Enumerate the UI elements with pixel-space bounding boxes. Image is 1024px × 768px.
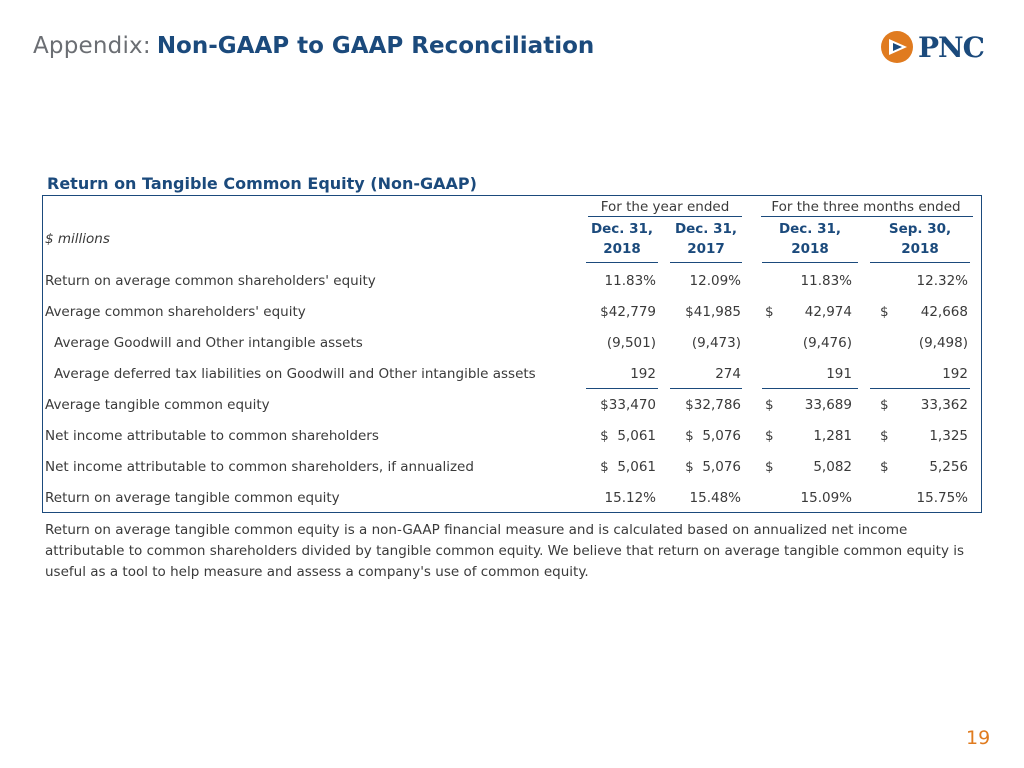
pnc-triangle-logo-icon <box>881 31 913 63</box>
group-header-quarter: For the three months ended <box>771 199 961 215</box>
column-header-line1: Sep. 30, <box>888 221 952 237</box>
table-cell: (9,498) <box>918 335 968 351</box>
subtotal-rule <box>762 388 858 389</box>
table-cell: $42,779 <box>600 304 656 320</box>
table-cell: 5,082 <box>813 459 852 475</box>
units-label: $ millions <box>45 231 110 247</box>
currency-sign: $ <box>880 304 889 320</box>
pnc-logo: PNC <box>880 30 985 64</box>
table-cell: 42,668 <box>920 304 968 320</box>
table-cell: 15.09% <box>800 490 852 506</box>
table-cell: 11.83% <box>604 273 656 289</box>
table-cell: $41,985 <box>685 304 741 320</box>
column-header: Sep. 30, 2018 <box>870 219 970 259</box>
table-cell: 15.48% <box>689 490 741 506</box>
header-prefix: Appendix: <box>33 33 151 59</box>
column-header: Dec. 31, 2017 <box>670 219 742 259</box>
table-cell: 42,974 <box>804 304 852 320</box>
table-cell: 5,256 <box>929 459 968 475</box>
column-header-rule <box>762 262 858 263</box>
logo-text: PNC <box>918 30 985 64</box>
slide-header: Appendix: Non-GAAP to GAAP Reconciliation <box>33 33 594 59</box>
row-label: Average deferred tax liabilities on Good… <box>54 366 536 382</box>
subtotal-rule <box>870 388 970 389</box>
table-cell: $32,786 <box>685 397 741 413</box>
table-cell: 192 <box>630 366 656 382</box>
table-cell: 11.83% <box>800 273 852 289</box>
currency-sign: $ <box>765 397 774 413</box>
column-header-line2: 2018 <box>901 241 939 257</box>
table-cell: 12.09% <box>689 273 741 289</box>
column-header: Dec. 31, 2018 <box>586 219 658 259</box>
table-cell: (9,473) <box>691 335 741 351</box>
table-cell: $ 5,061 <box>600 428 656 444</box>
table-cell: 1,281 <box>813 428 852 444</box>
row-label: Return on average tangible common equity <box>45 490 340 506</box>
table-cell: 15.75% <box>916 490 968 506</box>
column-header-line1: Dec. 31, <box>590 221 654 237</box>
row-label: Average Goodwill and Other intangible as… <box>54 335 363 351</box>
currency-sign: $ <box>765 459 774 475</box>
table-cell: $ 5,076 <box>685 459 741 475</box>
currency-sign: $ <box>880 428 889 444</box>
row-label: Net income attributable to common shareh… <box>45 428 379 444</box>
column-header-line2: 2017 <box>687 241 725 257</box>
table-cell: 33,689 <box>804 397 852 413</box>
table-cell: 274 <box>715 366 741 382</box>
currency-sign: $ <box>765 304 774 320</box>
column-header-line1: Dec. 31, <box>778 221 842 237</box>
page-number: 19 <box>966 727 991 749</box>
row-label: Return on average common shareholders' e… <box>45 273 376 289</box>
table-cell: $ 5,076 <box>685 428 741 444</box>
table-cell: 192 <box>942 366 968 382</box>
table-cell: 33,362 <box>920 397 968 413</box>
group-underline-quarter <box>761 216 973 217</box>
currency-sign: $ <box>765 428 774 444</box>
column-header-line2: 2018 <box>791 241 829 257</box>
footnote: Return on average tangible common equity… <box>45 522 965 580</box>
column-header-rule <box>870 262 970 263</box>
column-header-line1: Dec. 31, <box>674 221 738 237</box>
table-cell: $33,470 <box>600 397 656 413</box>
currency-sign: $ <box>880 459 889 475</box>
table-cell: (9,476) <box>802 335 852 351</box>
slide-title: Non-GAAP to GAAP Reconciliation <box>156 33 595 59</box>
group-header-year: For the year ended <box>600 199 730 215</box>
table-frame <box>42 195 982 513</box>
row-label: Average common shareholders' equity <box>45 304 306 320</box>
subtotal-rule <box>670 388 742 389</box>
table-cell: 15.12% <box>604 490 656 506</box>
table-cell: $ 5,061 <box>600 459 656 475</box>
row-label: Average tangible common equity <box>45 397 270 413</box>
subtotal-rule <box>586 388 658 389</box>
group-underline-year <box>588 216 742 217</box>
column-header-line2: 2018 <box>603 241 641 257</box>
column-header-rule <box>670 262 742 263</box>
column-header: Dec. 31, 2018 <box>762 219 858 259</box>
section-title: Return on Tangible Common Equity (Non-GA… <box>47 174 477 193</box>
column-header-rule <box>586 262 658 263</box>
table-cell: (9,501) <box>606 335 656 351</box>
row-label: Net income attributable to common shareh… <box>45 459 474 475</box>
table-cell: 12.32% <box>916 273 968 289</box>
table-cell: 1,325 <box>929 428 968 444</box>
table-cell: 191 <box>826 366 852 382</box>
currency-sign: $ <box>880 397 889 413</box>
